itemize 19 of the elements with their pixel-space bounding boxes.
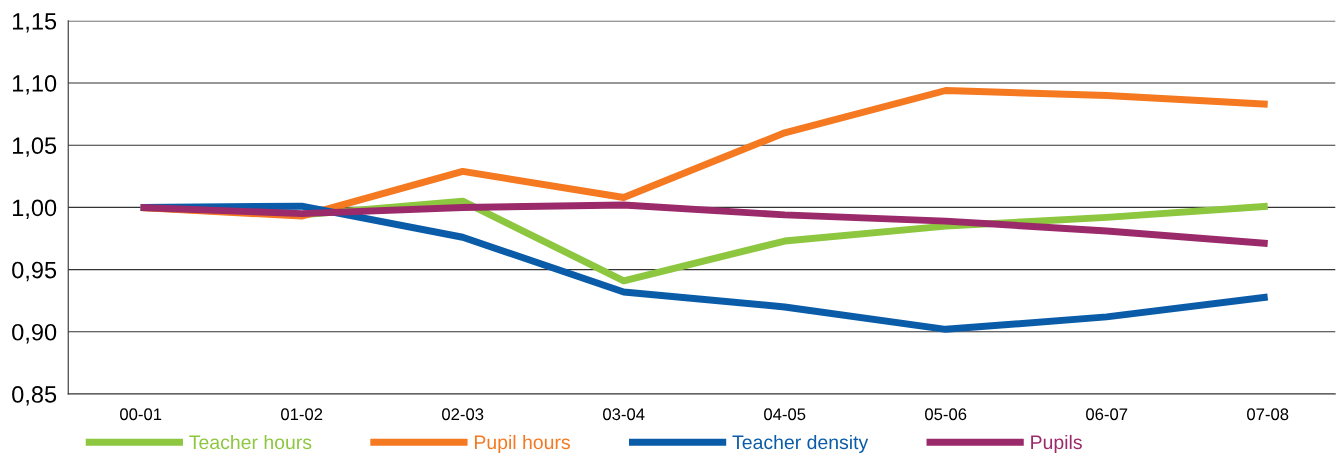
y-tick-label: 1,05 [12, 137, 57, 157]
x-tick-label: 05-06 [925, 408, 967, 421]
text: Pupil hours [474, 434, 570, 454]
y-tick-label: 1,10 [12, 75, 57, 95]
y-tick-label: 1,00 [12, 199, 57, 219]
x-tick-label: 04-05 [764, 408, 806, 421]
text: Teacher density [732, 434, 869, 454]
y-tick-label: 0,90 [12, 323, 57, 344]
x-tick-label: 02-03 [442, 408, 484, 421]
y-tick-label: 0,85 [12, 386, 57, 406]
x-tick-label: 03-04 [603, 408, 645, 421]
y-tick-label: 0,95 [12, 261, 57, 282]
text: Pupils [1031, 434, 1082, 454]
y-tick-label: 1,15 [12, 13, 57, 33]
x-tick-label: 01-02 [281, 408, 323, 421]
x-tick-label: 07-08 [1247, 408, 1289, 421]
x-tick-label: 06-07 [1086, 408, 1128, 421]
x-tick-label: 00-01 [120, 408, 162, 421]
text: Teacher hours [189, 434, 312, 450]
